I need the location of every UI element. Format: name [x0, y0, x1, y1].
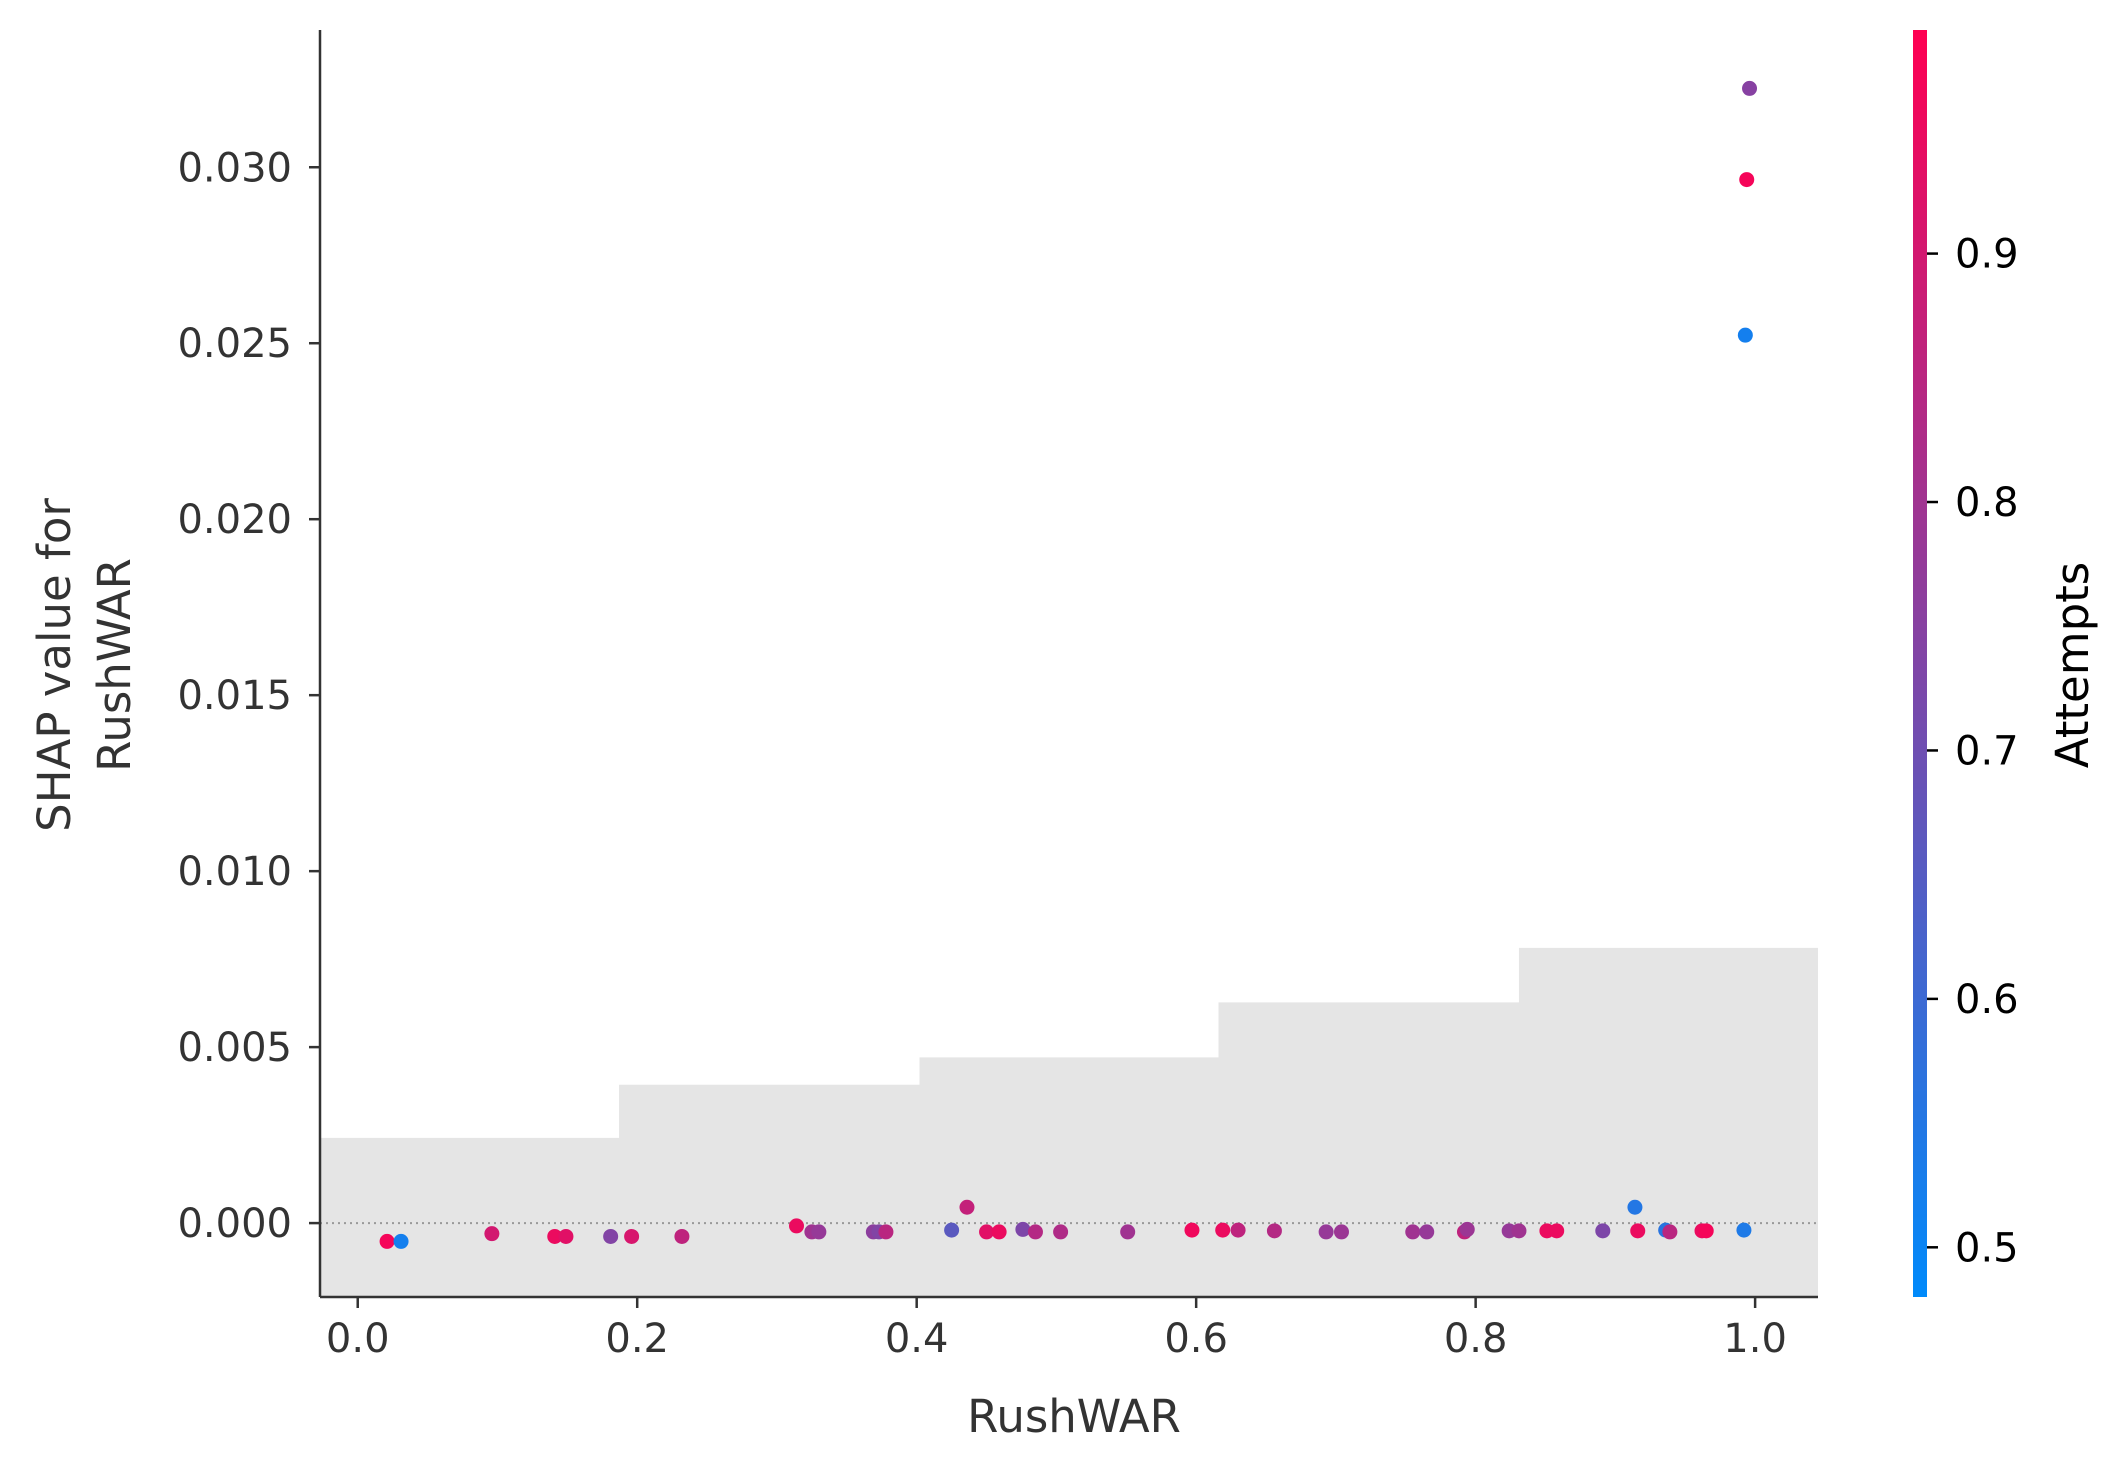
- data-point: [1230, 1222, 1246, 1238]
- y-axis-label-line: RushWAR: [88, 558, 141, 772]
- data-point: [1736, 1222, 1752, 1238]
- data-point: [1698, 1223, 1714, 1239]
- y-tick-label: 0.030: [177, 145, 292, 191]
- y-tick-label: 0.015: [177, 673, 292, 719]
- colorbar-tick-label: 0.5: [1955, 1225, 2019, 1271]
- data-point: [789, 1218, 805, 1234]
- x-tick-label: 1.0: [1723, 1316, 1787, 1362]
- x-tick-label: 0.2: [605, 1316, 669, 1362]
- data-point: [979, 1224, 995, 1240]
- data-point: [1405, 1224, 1421, 1240]
- data-point: [1027, 1224, 1043, 1240]
- data-point: [1595, 1223, 1611, 1239]
- data-point: [1511, 1223, 1527, 1239]
- y-tick-label: 0.020: [177, 497, 292, 543]
- scatter-points: [379, 80, 1758, 1249]
- colorbar-tick-label: 0.7: [1955, 728, 2019, 774]
- data-point: [1318, 1224, 1334, 1240]
- data-point: [1215, 1222, 1231, 1238]
- data-point: [1737, 327, 1753, 343]
- data-point: [379, 1233, 395, 1249]
- axes: 0.0 0.2 0.4 0.6 0.8 1.0 0.000 0.005 0.010 0.015 0.…: [28, 30, 1818, 1443]
- data-point: [558, 1228, 574, 1244]
- data-point: [624, 1228, 640, 1244]
- data-point: [1662, 1224, 1678, 1240]
- data-point: [1333, 1224, 1349, 1240]
- histogram-layer: [320, 947, 1818, 1297]
- data-point: [944, 1222, 960, 1238]
- histogram-area: [320, 947, 1818, 1297]
- y-tick-label: 0.000: [177, 1201, 292, 1247]
- y-axis-label: SHAP value for RushWAR: [28, 498, 141, 832]
- data-point: [878, 1224, 894, 1240]
- data-point: [1627, 1199, 1643, 1215]
- data-point: [1015, 1221, 1031, 1237]
- data-point: [1549, 1223, 1565, 1239]
- data-point: [1266, 1223, 1282, 1239]
- x-tick-label: 0.8: [1444, 1316, 1508, 1362]
- data-point: [484, 1226, 500, 1242]
- y-tick-label: 0.010: [177, 849, 292, 895]
- data-point: [603, 1228, 619, 1244]
- data-point: [811, 1224, 827, 1240]
- colorbar-tick-label: 0.8: [1955, 480, 2019, 526]
- data-point: [1630, 1223, 1646, 1239]
- colorbar-tick-label: 0.6: [1955, 977, 2019, 1023]
- colorbar-gradient: [1913, 30, 1927, 1297]
- x-tick-label: 0.4: [885, 1316, 949, 1362]
- data-point: [1742, 80, 1758, 96]
- data-point: [1184, 1222, 1200, 1238]
- data-point: [1419, 1224, 1435, 1240]
- x-tick-label: 0.6: [1164, 1316, 1228, 1362]
- y-tick-label: 0.025: [177, 321, 292, 367]
- colorbar-label: Attempts: [2046, 562, 2099, 768]
- colorbar-tick-label: 0.9: [1955, 232, 2019, 278]
- data-point: [991, 1224, 1007, 1240]
- data-point: [1459, 1221, 1475, 1237]
- x-tick-label: 0.0: [326, 1316, 390, 1362]
- data-point: [1739, 172, 1755, 188]
- data-point: [393, 1233, 409, 1249]
- data-point: [674, 1228, 690, 1244]
- colorbar: 0.5 0.6 0.7 0.8 0.9 Attempts: [1913, 30, 2099, 1297]
- y-axis-label-line: SHAP value for: [28, 498, 81, 832]
- data-point: [1053, 1224, 1069, 1240]
- data-point: [1120, 1224, 1136, 1240]
- x-axis-label: RushWAR: [967, 1390, 1181, 1443]
- data-point: [547, 1228, 563, 1244]
- data-point: [959, 1199, 975, 1215]
- y-tick-label: 0.005: [177, 1025, 292, 1071]
